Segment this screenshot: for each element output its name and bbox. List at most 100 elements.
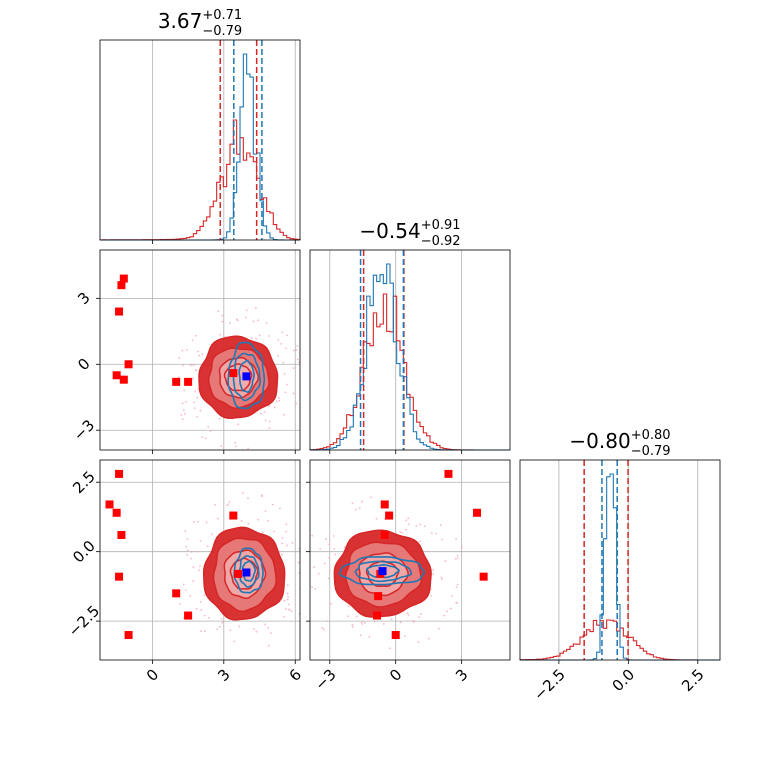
sample-point (432, 573, 435, 575)
sample-point (401, 531, 404, 534)
sample-point (271, 503, 274, 506)
sample-point (432, 568, 435, 571)
marker-red (184, 377, 193, 386)
sample-point (404, 528, 407, 531)
sample-point (218, 418, 221, 420)
sample-point (217, 310, 220, 313)
sample-point (208, 616, 210, 619)
contour-blue-level-3 (338, 556, 426, 586)
sample-point (273, 406, 276, 409)
sample-point (419, 540, 422, 543)
sample-point (204, 630, 206, 633)
marker-red (391, 631, 400, 639)
sample-point (292, 349, 295, 352)
marker-red (380, 500, 389, 509)
sample-point (216, 628, 218, 631)
sample-point (286, 544, 289, 547)
marker-red (184, 611, 193, 620)
sample-point (240, 519, 243, 522)
sample-point (181, 418, 184, 420)
scatter-frame (309, 459, 511, 661)
sample-point (197, 520, 200, 523)
sample-point (204, 437, 207, 440)
sample-point (446, 610, 448, 613)
marker-red (115, 307, 124, 316)
marker-blue (242, 372, 251, 381)
sample-point (296, 358, 299, 361)
sample-point (407, 517, 410, 520)
sample-point (457, 557, 459, 560)
sample-point (343, 546, 346, 549)
marker-red (373, 611, 382, 620)
marker-red (115, 572, 124, 581)
sample-point (328, 543, 331, 546)
sample-point (326, 620, 329, 623)
sample-point (292, 367, 295, 369)
sample-point (370, 496, 372, 499)
sample-point (455, 586, 458, 589)
sample-point (407, 614, 410, 616)
sample-point (406, 612, 409, 614)
sample-point (455, 538, 457, 541)
sample-point (295, 402, 298, 405)
sample-point (311, 534, 314, 537)
sample-point (333, 547, 336, 550)
sample-point (207, 425, 210, 428)
sample-point (290, 610, 293, 613)
sample-point (228, 501, 231, 503)
sample-point (296, 345, 299, 347)
marker-red (479, 572, 488, 581)
sample-point (193, 407, 196, 410)
sample-point (364, 621, 366, 624)
sample-point (419, 523, 422, 526)
param-title-1: 3.67+0.71 −0.79 (158, 8, 242, 39)
sample-point (417, 641, 420, 643)
sample-point (424, 525, 426, 528)
sample-point (285, 334, 288, 337)
panel-content (310, 460, 510, 660)
sample-point (190, 551, 193, 553)
sample-point (281, 537, 284, 540)
sample-point (283, 599, 286, 602)
sample-point (183, 389, 186, 392)
sample-point (245, 316, 247, 319)
sample-point (184, 400, 187, 403)
sample-point (322, 628, 325, 631)
marker-red (473, 508, 482, 517)
marker-red (117, 531, 126, 539)
sample-point (354, 508, 357, 511)
hist-panel-1 (99, 39, 301, 241)
sample-point (285, 530, 288, 533)
sample-point (196, 550, 198, 553)
hist-frame (519, 459, 721, 661)
sample-point (200, 609, 203, 611)
sample-point (199, 600, 202, 603)
sample-point (237, 423, 240, 426)
param-title-minus: −0.92 (421, 234, 461, 249)
sample-point (411, 619, 414, 622)
sample-point (297, 561, 300, 564)
param-title-value: 3.67 (158, 9, 203, 33)
sample-point (415, 525, 418, 527)
sample-point (405, 519, 408, 522)
sample-point (327, 577, 330, 580)
param-title-2: −0.54+0.91 −0.92 (359, 218, 460, 249)
sample-point (361, 623, 364, 625)
sample-point (413, 620, 415, 623)
sample-point (229, 629, 232, 632)
sample-point (361, 621, 363, 623)
sample-point (329, 602, 332, 605)
sample-point (227, 503, 230, 506)
sample-point (216, 517, 219, 520)
sample-point (236, 319, 239, 322)
sample-point (285, 383, 288, 386)
sample-point (295, 348, 298, 351)
marker-red (380, 531, 389, 539)
sample-point (288, 608, 291, 611)
sample-point (189, 595, 192, 598)
sample-point (247, 447, 249, 450)
sample-point (192, 364, 195, 366)
sample-point (404, 635, 406, 638)
sample-point (456, 554, 459, 557)
